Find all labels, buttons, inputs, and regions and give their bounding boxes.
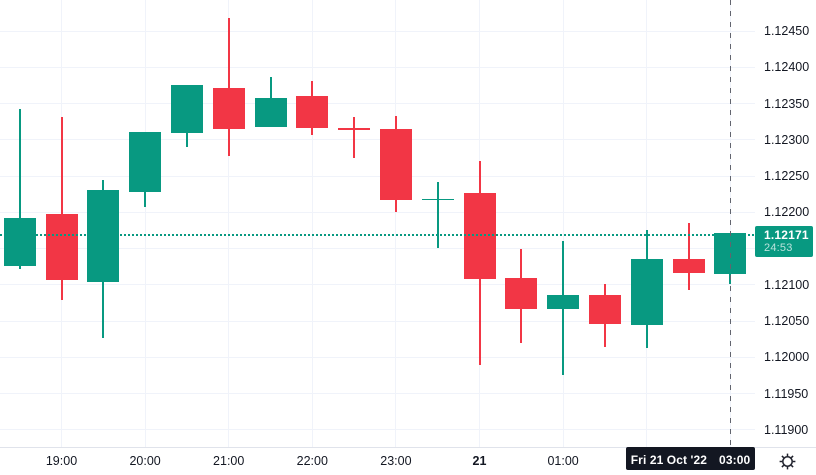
candle-wick bbox=[687, 223, 690, 290]
vertical-gridline bbox=[562, 0, 564, 447]
vertical-gridline bbox=[228, 0, 230, 447]
price-axis-label: 1.11950 bbox=[764, 386, 809, 401]
candle-body bbox=[254, 97, 287, 128]
bar-countdown: 24:53 bbox=[764, 241, 793, 254]
candle-body bbox=[87, 189, 120, 282]
candle-body bbox=[672, 258, 705, 274]
candle-wick bbox=[18, 108, 21, 269]
candle-wick bbox=[60, 116, 63, 301]
horizontal-gridline bbox=[0, 103, 755, 105]
candle-body bbox=[170, 85, 203, 134]
horizontal-gridline bbox=[0, 175, 755, 177]
price-axis-label: 1.11900 bbox=[764, 422, 809, 437]
time-axis-label: 23:00 bbox=[380, 454, 412, 468]
candle-wick bbox=[436, 181, 439, 248]
candle-body bbox=[129, 131, 162, 192]
badge-date: Fri 21 Oct '22 bbox=[630, 452, 708, 467]
price-axis[interactable]: 1.11900 1.11950 1.12000 1.12050 1.12100 1.121… bbox=[755, 0, 816, 447]
candle-body bbox=[547, 294, 580, 310]
settings-gear-icon[interactable] bbox=[779, 453, 796, 470]
time-axis-label: 19:00 bbox=[45, 454, 78, 468]
candle-body bbox=[379, 128, 412, 200]
candle-body bbox=[3, 218, 36, 266]
price-axis-label: 1.12000 bbox=[764, 350, 810, 365]
candle-wick bbox=[353, 116, 356, 158]
candle-body bbox=[505, 277, 538, 310]
vertical-gridline bbox=[395, 0, 397, 447]
price-axis-label: 1.12200 bbox=[764, 205, 810, 220]
horizontal-gridline bbox=[0, 248, 755, 250]
vertical-gridline bbox=[144, 0, 146, 447]
badge-time: 03:00 bbox=[719, 452, 751, 467]
last-price-value: 1.12171 bbox=[764, 227, 809, 242]
time-axis-label: 21:00 bbox=[213, 454, 245, 468]
candle-body bbox=[338, 128, 371, 130]
horizontal-gridline bbox=[0, 66, 755, 68]
price-axis-label: 1.12350 bbox=[764, 96, 810, 111]
candle-body bbox=[212, 87, 245, 129]
candle-body bbox=[630, 258, 663, 325]
horizontal-gridline bbox=[0, 429, 755, 431]
vertical-gridline bbox=[646, 0, 648, 447]
horizontal-gridline bbox=[0, 30, 755, 32]
candle-body bbox=[45, 214, 78, 280]
vertical-gridline bbox=[311, 0, 313, 447]
candle-body bbox=[421, 198, 454, 201]
horizontal-gridline bbox=[0, 284, 755, 286]
horizontal-gridline bbox=[0, 139, 755, 141]
time-axis-label: 01:00 bbox=[547, 454, 579, 468]
horizontal-gridline bbox=[0, 393, 755, 395]
time-axis-border bbox=[0, 447, 816, 448]
date-time-badge: Fri 21 Oct '22 03:00 bbox=[626, 447, 755, 470]
horizontal-gridline bbox=[0, 356, 755, 358]
price-axis-label: 1.12100 bbox=[764, 277, 810, 292]
time-axis-label: 21 bbox=[472, 454, 487, 468]
time-axis-label: 20:00 bbox=[129, 454, 161, 468]
candle-wick bbox=[227, 18, 230, 157]
price-axis-label: 1.12050 bbox=[764, 314, 810, 329]
price-axis-label: 1.12400 bbox=[764, 60, 810, 75]
last-price-line bbox=[0, 233, 755, 236]
price-chart-plot[interactable] bbox=[0, 0, 755, 447]
price-axis-label: 1.12300 bbox=[764, 132, 810, 147]
horizontal-gridline bbox=[0, 211, 755, 213]
crosshair-vline bbox=[729, 0, 732, 447]
horizontal-gridline bbox=[0, 320, 755, 322]
candle-body bbox=[296, 95, 329, 129]
last-price-badge: 1.12171 24:53 bbox=[755, 225, 813, 257]
candle-body bbox=[588, 294, 621, 324]
candle-body bbox=[463, 192, 496, 279]
price-axis-label: 1.12450 bbox=[764, 24, 810, 39]
price-axis-label: 1.12250 bbox=[764, 169, 810, 184]
time-axis-label: 22:00 bbox=[296, 454, 328, 468]
